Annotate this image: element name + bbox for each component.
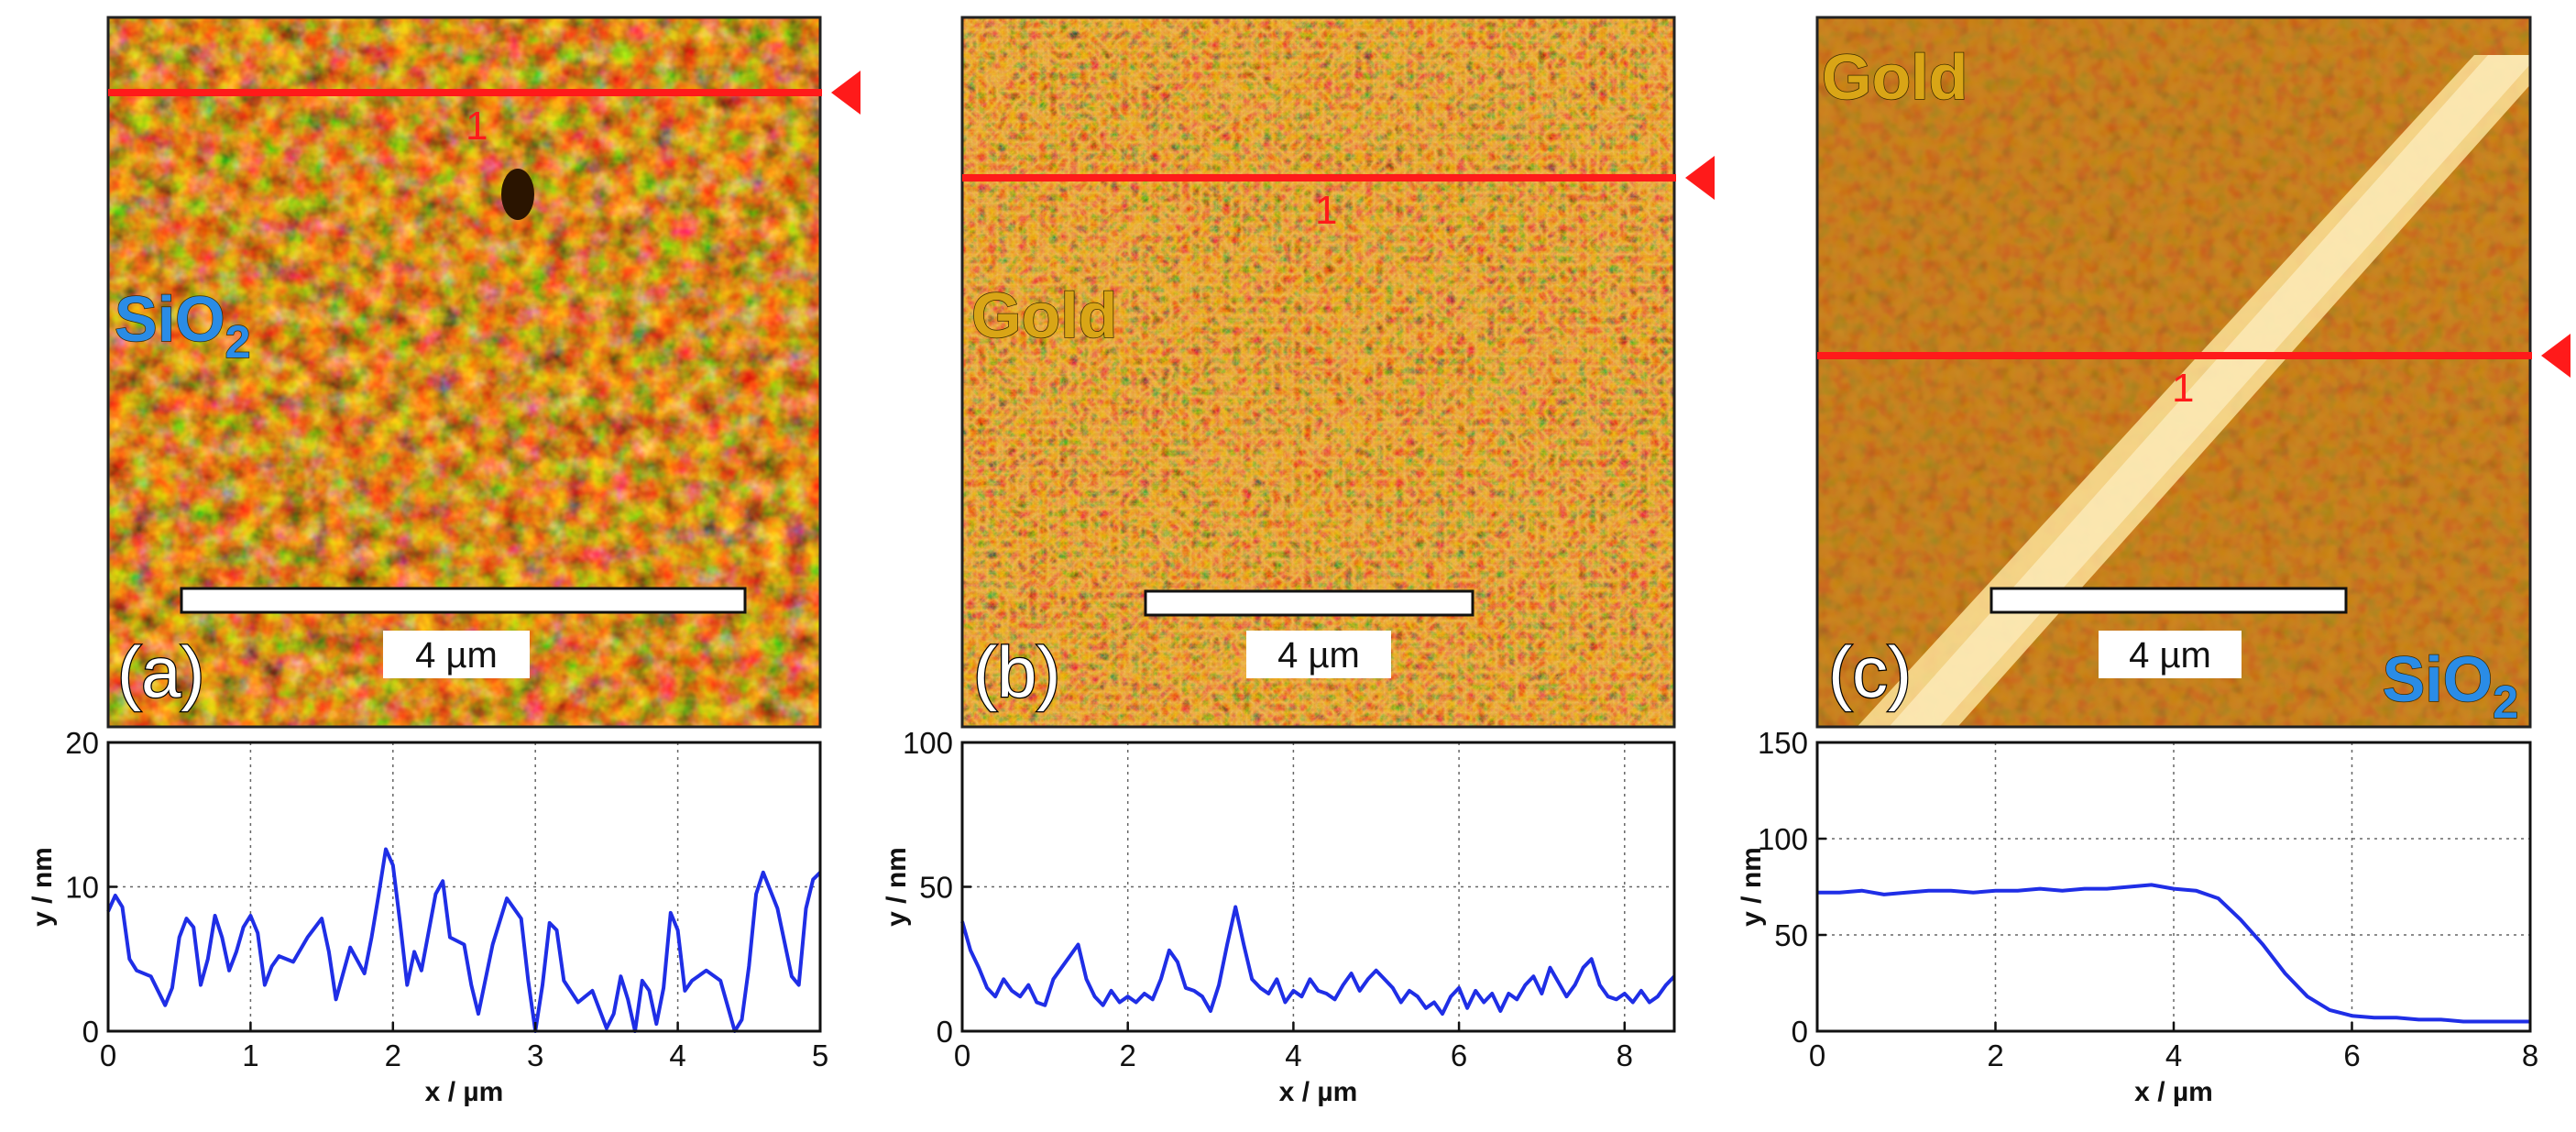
x-tick-label: 6 — [1451, 1039, 1467, 1072]
panel-1-overlay: 1 4 µm (a) SiO2 — [108, 71, 860, 713]
x-tick-label: 2 — [1987, 1039, 2003, 1072]
scale-bar — [180, 587, 747, 614]
scale-bar-label-box — [1246, 631, 1391, 678]
x-tick-label: 4 — [1285, 1039, 1301, 1072]
x-tick-label: 3 — [527, 1039, 543, 1072]
afm-image-b — [960, 16, 1676, 729]
pit-defect — [501, 169, 534, 220]
x-tick-label: 0 — [1809, 1039, 1825, 1072]
line-profile-plot-3: 0 2 4 6 8 0 50 100 150 x / µm y / nm — [1737, 726, 2538, 1107]
line-profile-plot-1: 0 1 2 3 4 5 0 10 20 x / µm y / nm — [27, 726, 828, 1107]
y-tick-label: 100 — [1758, 822, 1808, 856]
scale-bar — [1144, 589, 1474, 617]
x-axis-label: x / µm — [425, 1077, 504, 1107]
panel-3-overlay: 1 4 µm (c) Gold SiO2 — [1817, 40, 2571, 729]
line-profile-plot-2: 0 2 4 6 8 0 50 100 x / µm y / nm — [882, 726, 1676, 1107]
y-axis-label: y / nm — [1737, 847, 1767, 927]
y-tick-label: 50 — [919, 871, 953, 905]
y-tick-label: 0 — [1792, 1015, 1808, 1049]
material-label: Gold — [1822, 41, 1968, 113]
scale-bar-label: 4 µm — [2129, 635, 2211, 676]
x-tick-label: 4 — [2165, 1039, 2182, 1072]
profile-marker-icon — [831, 71, 860, 115]
scale-bar-label: 4 µm — [415, 635, 498, 676]
x-tick-label: 8 — [1617, 1039, 1633, 1072]
profile-marker-icon — [1685, 156, 1715, 200]
panel-label: (a) — [117, 632, 204, 712]
y-axis-label: y / nm — [882, 847, 912, 927]
x-tick-label: 4 — [669, 1039, 685, 1072]
y-tick-label: 150 — [1758, 726, 1808, 760]
x-tick-label: 0 — [954, 1039, 970, 1072]
scale-bar-label-box — [2099, 631, 2242, 678]
x-axis-label: x / µm — [1279, 1077, 1358, 1107]
y-tick-label: 20 — [65, 726, 99, 760]
material-label: SiO2 — [2383, 643, 2518, 728]
profile-series-line — [1817, 883, 2530, 1024]
scale-bar — [1990, 587, 2348, 614]
profile-series-line — [960, 905, 1676, 1017]
profile-marker-icon — [2541, 334, 2571, 378]
scale-bar-label-box — [383, 631, 530, 678]
y-tick-label: 100 — [903, 726, 953, 760]
panel-2-overlay: 1 4 µm (b) Gold — [962, 156, 1715, 713]
x-tick-label: 8 — [2522, 1039, 2538, 1072]
panel-label: (b) — [973, 632, 1060, 712]
profile-series-line — [106, 847, 822, 1033]
y-axis-label: y / nm — [27, 847, 58, 927]
profile-line-label: 1 — [2172, 366, 2194, 411]
y-tick-label: 0 — [937, 1015, 953, 1049]
y-tick-label: 10 — [65, 871, 99, 905]
plot-area — [1817, 742, 2530, 1031]
y-tick-label: 50 — [1774, 918, 1808, 952]
material-label: SiO2 — [115, 283, 250, 368]
x-tick-label: 5 — [812, 1039, 828, 1072]
y-tick-label: 0 — [82, 1015, 99, 1049]
x-tick-label: 0 — [100, 1039, 116, 1072]
profile-line-label: 1 — [1315, 188, 1337, 233]
afm-image-a — [106, 16, 822, 729]
plot-area — [108, 742, 820, 1031]
x-tick-label: 2 — [385, 1039, 401, 1072]
panel-label: (c) — [1828, 632, 1912, 712]
x-axis-label: x / µm — [2134, 1077, 2213, 1107]
scale-bar-label: 4 µm — [1277, 635, 1360, 676]
x-tick-label: 2 — [1120, 1039, 1136, 1072]
profile-line-label: 1 — [466, 104, 488, 148]
material-label: Gold — [971, 280, 1117, 351]
x-tick-label: 1 — [242, 1039, 258, 1072]
x-tick-label: 6 — [2343, 1039, 2360, 1072]
